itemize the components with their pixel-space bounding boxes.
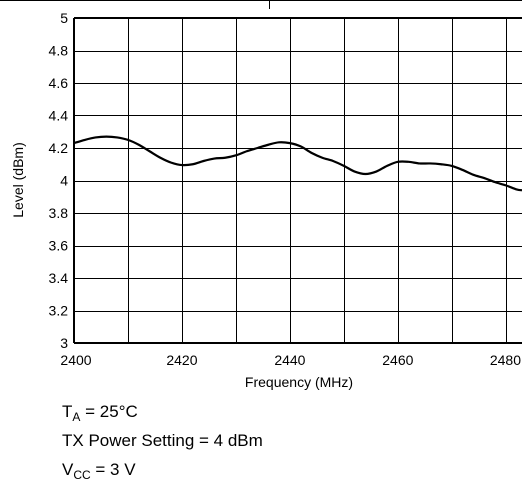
series-line [73, 135, 522, 192]
y-tick-label: 5 [60, 10, 68, 26]
supply-voltage-condition: VCC = 3 V [62, 460, 136, 485]
y-tick-label: 3.6 [49, 238, 69, 254]
x-tick-label: 2480 [490, 352, 521, 368]
vcc-value: = 3 V [90, 460, 136, 479]
y-tick-label: 3.2 [49, 303, 69, 319]
y-tick-label: 4 [60, 173, 68, 189]
y-tick-label: 4.4 [49, 108, 69, 124]
y-tick-label: 3 [60, 335, 68, 351]
y-tick-labels: 3 3.2 3.4 3.6 3.8 4 4.2 4.4 4.6 4.8 5 [49, 10, 69, 351]
y-tick-label: 4.2 [49, 140, 69, 156]
ta-symbol: T [62, 402, 73, 421]
ta-subscript: A [72, 410, 81, 424]
tx-power-condition: TX Power Setting = 4 dBm [62, 431, 263, 451]
x-tick-label: 2400 [60, 352, 91, 368]
x-tick-label: 2460 [382, 352, 413, 368]
x-tick-label: 2420 [166, 352, 197, 368]
y-tick-label: 3.4 [49, 270, 69, 286]
vcc-subscript: CC [73, 468, 91, 482]
x-tick-label: 2440 [274, 352, 305, 368]
grid-lines [74, 18, 522, 343]
series-lines [73, 135, 522, 192]
y-tick-label: 4.8 [49, 43, 69, 59]
x-axis-label: Frequency (MHz) [245, 374, 353, 390]
y-tick-label: 3.8 [49, 205, 69, 221]
vcc-symbol: V [62, 460, 74, 479]
ambient-temperature-condition: TA = 25°C [62, 402, 138, 427]
x-tick-labels: 2400 2420 2440 2460 2480 [60, 352, 521, 368]
ta-value: = 25°C [80, 402, 138, 421]
tx-power-text: TX Power Setting = 4 dBm [62, 431, 263, 450]
plot-frame [73, 17, 522, 344]
y-axis-label: Level (dBm) [10, 142, 26, 217]
y-tick-label: 4.6 [49, 75, 69, 91]
